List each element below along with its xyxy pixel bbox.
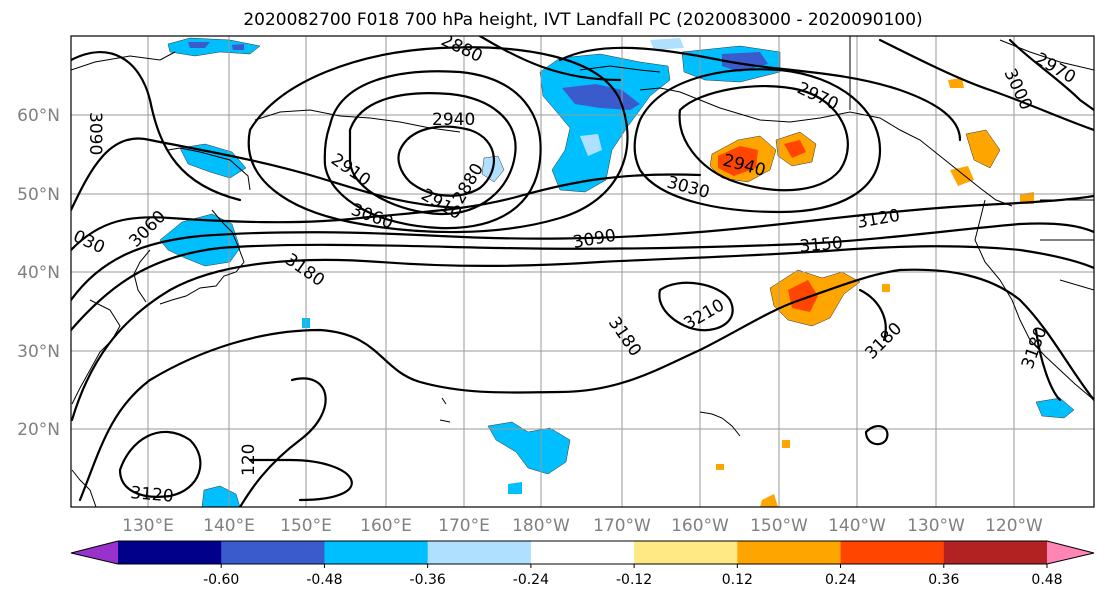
lat-label: 20°N — [17, 420, 60, 440]
colorbar-tick-label: -0.48 — [306, 572, 342, 588]
lon-label: 150°W — [750, 516, 808, 536]
lat-label: 40°N — [17, 263, 60, 283]
contour-label: 3120 — [130, 483, 175, 507]
colorbar-tick-label: -0.60 — [203, 572, 239, 588]
lon-label: 140°E — [203, 516, 255, 536]
colorbar-max-extension — [1047, 541, 1094, 564]
colorbar-tick-label: -0.24 — [513, 572, 549, 588]
lat-label: 50°N — [17, 185, 60, 205]
longitude-axis: 130°E 140°E 150°E 160°E 170°E 180°W 170°… — [122, 516, 1043, 536]
colorbar-tick-label: 0.36 — [928, 572, 959, 588]
lon-label: 170°W — [593, 516, 651, 536]
colorbar-min-extension — [71, 541, 118, 564]
colorbar-segment — [118, 541, 222, 564]
colorbar-segment — [840, 541, 945, 564]
colorbar-segment — [737, 541, 842, 564]
height-contours — [71, 36, 1094, 507]
colorbar-tick-label: 0.48 — [1031, 572, 1062, 588]
contour-label: 3090 — [85, 112, 105, 155]
colorbar: -0.60 -0.48 -0.36 -0.24 -0.12 0.12 0.24 0.36 0.4… — [70, 540, 1095, 588]
colorbar-segment — [943, 541, 1048, 564]
map-title: 2020082700 F018 700 hPa height, IVT Land… — [243, 10, 922, 30]
colorbar-segment — [530, 541, 635, 564]
contour-label: 3150 — [799, 233, 844, 257]
lon-label: 180°W — [512, 516, 570, 536]
lon-label: 160°E — [360, 516, 412, 536]
colorbar-tick-label: -0.36 — [410, 572, 446, 588]
colorbar-segment — [634, 541, 738, 564]
contour-label: 120 — [239, 444, 259, 476]
lon-label: 120°W — [985, 516, 1043, 536]
lon-label: 140°W — [828, 516, 886, 536]
latitude-axis: 60°N 50°N 40°N 30°N 20°N — [17, 106, 60, 440]
lat-label: 30°N — [17, 342, 60, 362]
colorbar-segment — [324, 541, 429, 564]
colorbar-tick-label: 0.24 — [825, 572, 856, 588]
lon-label: 130°W — [907, 516, 965, 536]
colorbar-segment — [427, 541, 532, 564]
colorbar-tick-label: -0.12 — [616, 572, 652, 588]
colorbar-segment — [221, 541, 325, 564]
lat-label: 60°N — [17, 106, 60, 126]
ivt-negative-shading — [159, 37, 1075, 507]
lon-label: 160°W — [671, 516, 729, 536]
contour-label: 2940 — [432, 110, 475, 130]
colorbar-tick-label: 0.12 — [722, 572, 753, 588]
lon-label: 150°E — [280, 516, 332, 536]
ivt-positive-shading — [709, 78, 1034, 507]
map-frame — [70, 35, 1095, 508]
lon-label: 130°E — [122, 516, 174, 536]
lon-label: 170°E — [438, 516, 490, 536]
graticule — [71, 36, 1094, 507]
